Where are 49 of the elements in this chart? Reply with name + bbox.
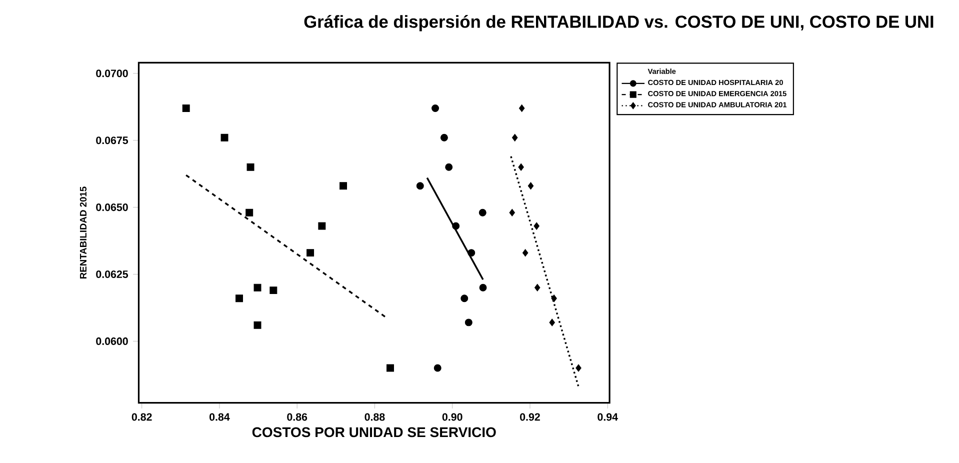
- point: [340, 182, 348, 190]
- point: [246, 209, 254, 216]
- point: [528, 182, 534, 190]
- point: [468, 249, 476, 257]
- y-axis-title: RENTABILIDAD 2015: [80, 186, 87, 279]
- point: [518, 163, 524, 171]
- point: [464, 318, 472, 326]
- point: [549, 318, 555, 326]
- point: [254, 321, 262, 329]
- point: [479, 284, 487, 292]
- point: [576, 364, 582, 372]
- point: [445, 163, 453, 171]
- y-tick-label: 0.0600: [96, 338, 128, 346]
- point: [254, 284, 262, 292]
- point: [318, 222, 326, 230]
- y-tick-label: 0.0675: [96, 136, 128, 144]
- x-tick-label: 0.92: [520, 413, 540, 421]
- point: [522, 249, 528, 257]
- x-tick-label: 0.94: [598, 413, 618, 421]
- point: [306, 249, 314, 257]
- point: [270, 286, 278, 294]
- point: [551, 294, 557, 302]
- x-tick-label: 0.88: [364, 413, 385, 421]
- point: [236, 294, 243, 302]
- point: [182, 104, 190, 112]
- x-tick-label: 0.82: [132, 413, 152, 421]
- point: [432, 104, 440, 112]
- point: [246, 163, 254, 171]
- x-axis-title: COSTOS POR UNIDAD SE SERVICIO: [252, 427, 496, 438]
- point: [440, 134, 448, 142]
- point: [478, 209, 486, 216]
- point: [509, 209, 515, 216]
- point: [534, 222, 540, 230]
- point: [534, 284, 540, 292]
- x-tick-label: 0.86: [287, 413, 308, 421]
- y-tick-label: 0.0650: [96, 204, 128, 212]
- point: [434, 364, 442, 372]
- point: [220, 134, 228, 142]
- x-tick-label: 0.84: [209, 413, 230, 421]
- point: [518, 104, 525, 112]
- y-tick-label: 0.0700: [96, 70, 128, 78]
- x-tick-label: 0.90: [442, 413, 462, 421]
- point: [452, 222, 460, 230]
- y-tick-label: 0.0625: [96, 270, 128, 278]
- point: [460, 294, 468, 302]
- chart-title: Gráfica de dispersión de RENTABILIDAD vs. COSTO DE UNI, COSTO DE UNI: [304, 15, 934, 32]
- point: [386, 364, 394, 372]
- point: [416, 182, 424, 190]
- point: [512, 134, 518, 142]
